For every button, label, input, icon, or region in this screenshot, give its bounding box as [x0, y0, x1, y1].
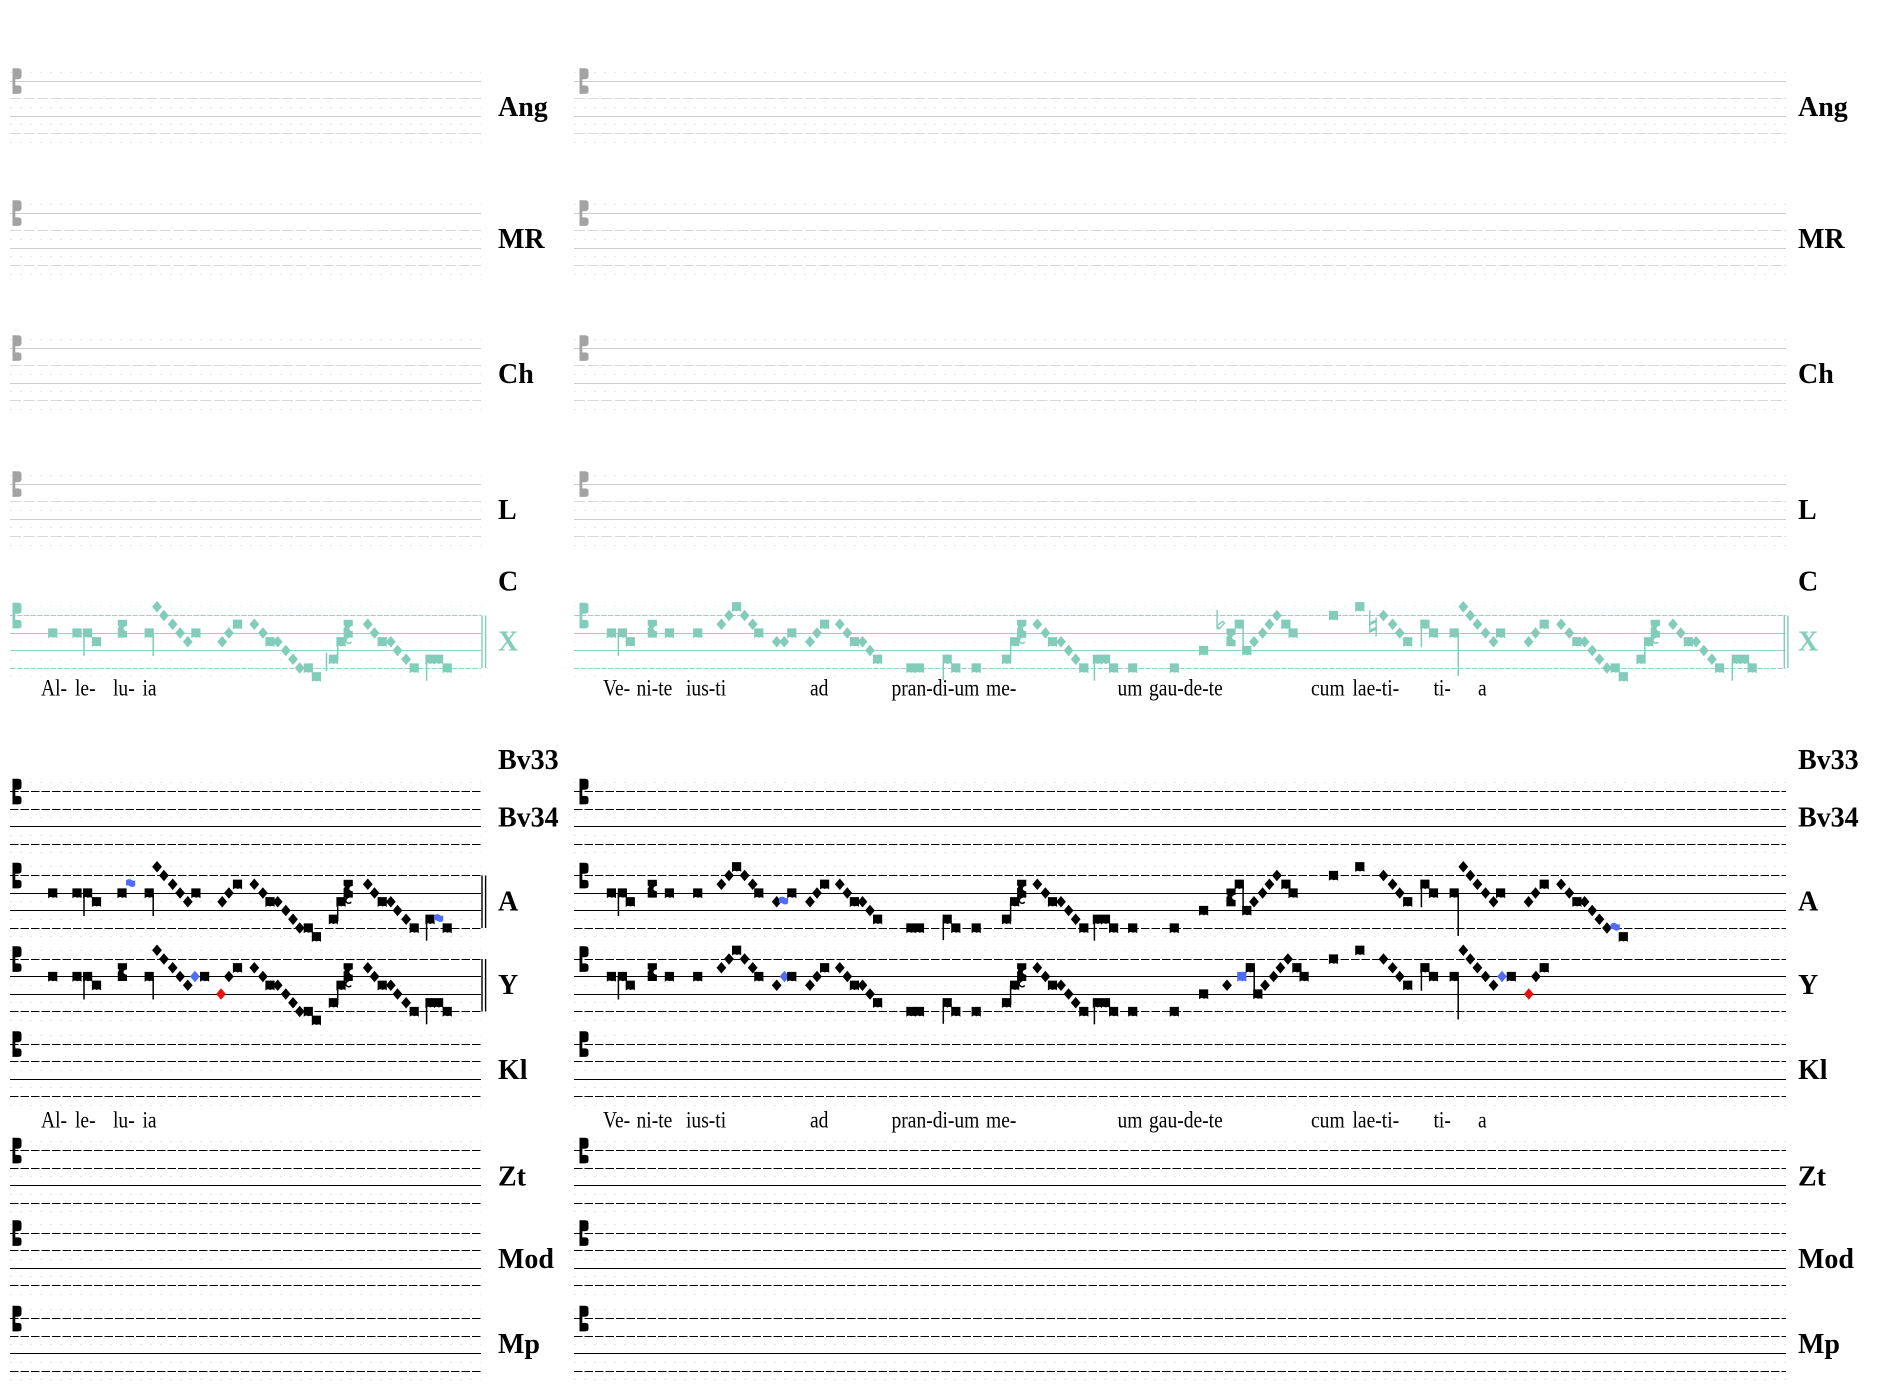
svg-text:Bv34: Bv34	[498, 803, 559, 834]
svg-text:Ang: Ang	[498, 92, 548, 123]
svg-text:ius-ti: ius-ti	[686, 1107, 726, 1133]
svg-text:L: L	[498, 495, 517, 526]
svg-text:a: a	[1478, 675, 1487, 701]
svg-text:Bv34: Bv34	[1798, 803, 1859, 834]
svg-text:cum: cum	[1311, 675, 1345, 701]
svg-text:C: C	[498, 567, 518, 598]
svg-text:MR: MR	[1798, 224, 1845, 255]
svg-text:ti-: ti-	[1434, 675, 1451, 701]
svg-text:Ang: Ang	[1798, 92, 1848, 123]
svg-text:A: A	[498, 887, 519, 918]
svg-text:Mod: Mod	[498, 1244, 554, 1275]
svg-text:MR: MR	[498, 224, 545, 255]
svg-text:le-: le-	[75, 675, 96, 701]
svg-text:X: X	[1798, 627, 1818, 658]
svg-text:L: L	[1798, 495, 1817, 526]
svg-text:um: um	[1118, 675, 1143, 701]
svg-text:ni-te: ni-te	[637, 675, 673, 701]
svg-text:Zt: Zt	[498, 1162, 527, 1193]
svg-text:Ve-: Ve-	[603, 1107, 630, 1133]
svg-text:me-: me-	[986, 675, 1016, 701]
svg-text:Bv33: Bv33	[498, 745, 559, 776]
svg-text:ius-ti: ius-ti	[686, 675, 726, 701]
svg-text:Ch: Ch	[1798, 359, 1834, 390]
svg-text:C: C	[1798, 567, 1818, 598]
svg-text:lu-: lu-	[113, 675, 135, 701]
svg-text:lu-: lu-	[113, 1107, 135, 1133]
svg-text:Bv33: Bv33	[1798, 745, 1859, 776]
svg-text:gau-de-te: gau-de-te	[1149, 1107, 1223, 1133]
svg-text:Kl: Kl	[498, 1055, 528, 1086]
svg-text:Mp: Mp	[1798, 1329, 1840, 1360]
svg-text:ia: ia	[143, 1107, 158, 1133]
svg-text:Zt: Zt	[1798, 1162, 1827, 1193]
svg-text:pran-di-um: pran-di-um	[892, 1107, 980, 1133]
svg-text:ia: ia	[143, 675, 158, 701]
svg-text:Kl: Kl	[1798, 1055, 1828, 1086]
svg-text:a: a	[1478, 1107, 1487, 1133]
svg-text:Y: Y	[1798, 970, 1818, 1001]
svg-text:Ch: Ch	[498, 359, 534, 390]
svg-text:X: X	[498, 627, 518, 658]
svg-text:pran-di-um: pran-di-um	[892, 675, 980, 701]
svg-text:lae-ti-: lae-ti-	[1353, 1107, 1400, 1133]
svg-text:me-: me-	[986, 1107, 1016, 1133]
svg-text:gau-de-te: gau-de-te	[1149, 675, 1223, 701]
svg-text:A: A	[1798, 887, 1819, 918]
svg-text:le-: le-	[75, 1107, 96, 1133]
svg-text:ti-: ti-	[1434, 1107, 1451, 1133]
svg-text:Y: Y	[498, 970, 518, 1001]
svg-text:lae-ti-: lae-ti-	[1353, 675, 1400, 701]
svg-text:um: um	[1118, 1107, 1143, 1133]
svg-text:Mp: Mp	[498, 1329, 540, 1360]
svg-text:Mod: Mod	[1798, 1244, 1854, 1275]
svg-text:Ve-: Ve-	[603, 675, 630, 701]
svg-text:ad: ad	[810, 1107, 829, 1133]
svg-text:Al-: Al-	[41, 675, 67, 701]
svg-text:Al-: Al-	[41, 1107, 67, 1133]
svg-text:ad: ad	[810, 675, 829, 701]
svg-text:cum: cum	[1311, 1107, 1345, 1133]
svg-text:ni-te: ni-te	[637, 1107, 673, 1133]
